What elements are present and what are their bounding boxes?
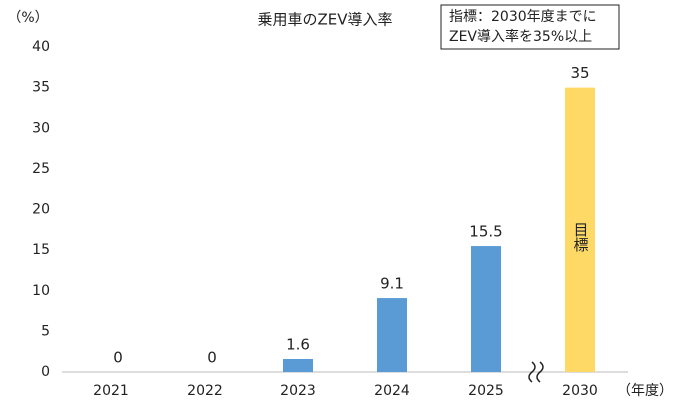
bar [377, 298, 407, 372]
y-tick-label: 10 [32, 283, 50, 299]
bar [471, 246, 501, 372]
y-tick-label: 35 [32, 80, 50, 96]
x-tick-label: 2024 [374, 383, 410, 399]
y-tick-label: 40 [32, 39, 50, 55]
y-tick-label: 0 [41, 364, 50, 380]
y-tick-label: 25 [32, 161, 50, 177]
bar-annotation: 目標 [572, 222, 590, 252]
y-tick-label: 5 [41, 323, 50, 339]
x-tick-label: 2022 [187, 383, 223, 399]
value-label: 9.1 [380, 275, 404, 293]
y-tick-label: 15 [32, 242, 50, 258]
axis-break [528, 361, 544, 383]
y-tick-label: 30 [32, 120, 50, 136]
y-unit-label: （%） [7, 10, 48, 26]
bar [565, 87, 595, 372]
note-line: ZEV導入率を35%以上 [449, 28, 592, 45]
x-tick-label: 2025 [468, 383, 504, 399]
note-line: 指標：2030年度までに [449, 9, 597, 25]
chart-title: 乗用車のZEV導入率 [257, 11, 392, 29]
value-label: 1.6 [286, 336, 310, 354]
note-box [440, 4, 620, 50]
value-label: 0 [207, 349, 217, 367]
y-tick-label: 20 [32, 202, 50, 218]
x-tick-label: 2030 [562, 383, 598, 399]
x-tick-label: 2021 [93, 383, 129, 399]
value-label: 35 [570, 64, 589, 82]
x-tick-label: 2023 [280, 383, 316, 399]
value-label: 15.5 [469, 223, 502, 241]
bar [283, 359, 313, 372]
x-unit-label: （年度） [617, 383, 673, 399]
value-label: 0 [113, 349, 123, 367]
